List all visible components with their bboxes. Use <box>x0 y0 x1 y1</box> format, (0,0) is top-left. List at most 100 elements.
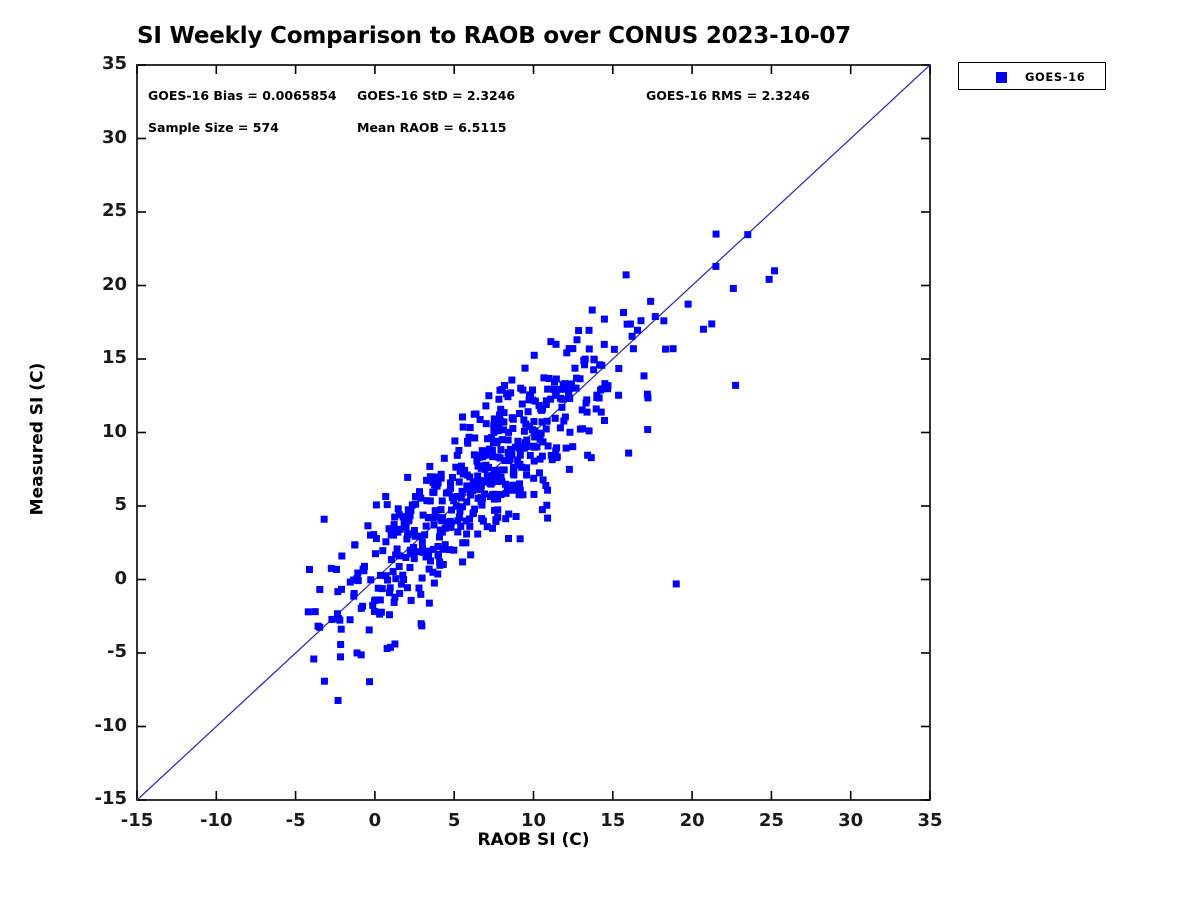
data-point <box>452 463 460 471</box>
data-point <box>509 486 517 494</box>
data-point <box>601 380 609 388</box>
data-point <box>337 641 345 648</box>
data-point <box>357 651 365 659</box>
data-point <box>587 454 595 462</box>
data-point <box>604 385 612 393</box>
data-point <box>547 451 555 459</box>
x-tick-label: -10 <box>200 810 233 831</box>
data-point <box>404 530 412 538</box>
x-tick-label: 5 <box>447 810 461 831</box>
data-point <box>576 375 584 383</box>
data-point <box>563 349 571 357</box>
data-point <box>442 489 450 497</box>
data-point <box>516 480 524 488</box>
data-point <box>474 530 482 538</box>
data-point <box>499 426 507 434</box>
data-point <box>575 327 583 335</box>
data-point <box>552 454 560 462</box>
data-point <box>376 596 384 604</box>
data-point <box>515 409 523 417</box>
data-point <box>459 423 467 431</box>
data-point <box>526 422 534 430</box>
stat-bias-label: GOES-16 Bias = 0.0065854 <box>148 88 337 103</box>
data-point <box>615 365 623 373</box>
data-point <box>414 532 422 540</box>
data-point <box>393 545 401 553</box>
data-point <box>431 507 439 515</box>
data-point <box>509 481 517 489</box>
data-point <box>304 608 312 616</box>
data-point <box>458 487 466 495</box>
data-point <box>456 507 464 515</box>
data-point <box>438 497 446 505</box>
data-point <box>400 518 408 526</box>
data-point <box>590 356 598 364</box>
data-point <box>457 462 465 470</box>
data-point <box>493 437 501 445</box>
data-point <box>474 486 482 494</box>
data-point <box>459 558 467 566</box>
data-point <box>498 436 506 444</box>
data-point <box>437 470 445 478</box>
data-point <box>473 457 481 465</box>
data-point <box>585 345 593 353</box>
data-point <box>584 451 592 459</box>
data-point <box>669 345 677 353</box>
data-point <box>305 566 313 574</box>
data-point <box>453 451 461 459</box>
y-tick-label: -10 <box>94 714 127 736</box>
data-point <box>498 385 506 393</box>
data-point <box>637 317 645 325</box>
data-point <box>406 512 414 520</box>
data-point <box>425 547 433 555</box>
data-point <box>399 513 407 521</box>
data-point <box>622 271 630 279</box>
data-point <box>623 320 631 328</box>
data-point <box>327 564 335 572</box>
data-point <box>382 538 390 546</box>
data-point <box>553 444 561 452</box>
data-point <box>351 541 359 549</box>
data-point <box>412 493 419 501</box>
data-point <box>516 451 524 459</box>
data-point <box>384 576 392 584</box>
data-point <box>519 491 527 499</box>
data-point <box>418 538 426 546</box>
data-point <box>487 434 495 442</box>
data-point <box>382 572 390 580</box>
data-point <box>536 469 544 477</box>
data-point <box>538 452 546 460</box>
data-point <box>320 515 328 523</box>
data-point <box>561 413 569 421</box>
data-point <box>461 466 469 474</box>
data-point <box>407 596 415 604</box>
data-point <box>569 345 577 353</box>
data-point <box>514 437 522 445</box>
data-point <box>505 428 513 436</box>
data-point <box>338 585 346 593</box>
data-point <box>585 326 593 334</box>
data-point <box>497 466 505 474</box>
data-point <box>588 306 596 314</box>
data-point <box>521 364 529 372</box>
data-point <box>382 493 390 501</box>
data-point <box>359 602 367 610</box>
data-point <box>366 678 374 686</box>
data-point <box>446 546 454 554</box>
data-point <box>457 522 465 530</box>
data-point <box>463 530 471 538</box>
data-point <box>530 351 538 359</box>
data-point <box>403 535 411 543</box>
data-point <box>544 514 552 522</box>
y-tick-label: -5 <box>107 641 127 662</box>
data-point <box>545 375 553 382</box>
data-point <box>556 385 564 393</box>
legend-series-label: GOES-16 <box>1025 70 1086 84</box>
data-point <box>548 456 556 464</box>
data-point <box>489 453 497 461</box>
data-point <box>383 644 391 652</box>
data-point <box>385 611 393 619</box>
data-point <box>516 445 524 453</box>
x-tick-label: 35 <box>917 810 943 831</box>
data-point <box>590 366 598 374</box>
